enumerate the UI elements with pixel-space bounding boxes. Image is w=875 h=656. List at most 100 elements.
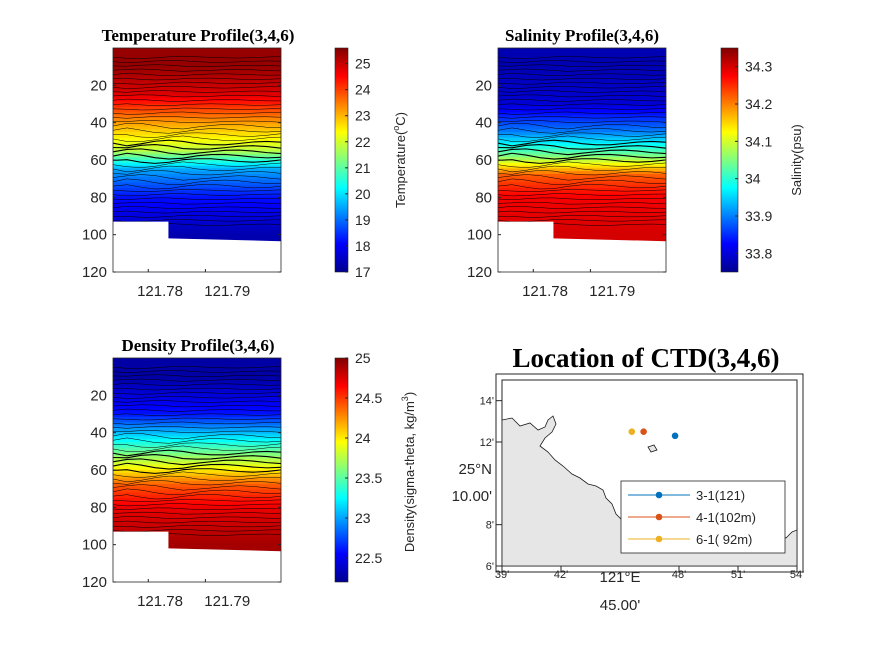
- contour-line: [113, 529, 281, 532]
- contour-line: [113, 143, 281, 150]
- field-band: [113, 115, 281, 119]
- y-tick-label: 120: [82, 264, 107, 281]
- contour-line: [498, 193, 666, 197]
- field-band: [498, 123, 666, 127]
- field-band: [113, 391, 281, 395]
- field-band: [113, 199, 281, 203]
- colorbar-tick-label: 23.5: [355, 470, 382, 486]
- contour-line: [113, 86, 281, 89]
- density-colorbar-label: Density(sigma-theta, kg/m3): [400, 392, 417, 552]
- x-tick-label: 121.78: [137, 593, 183, 610]
- field-band: [113, 134, 281, 139]
- contour-line: [113, 462, 281, 470]
- field-band: [113, 414, 281, 418]
- field-band: [498, 230, 666, 234]
- contour-line: [498, 197, 666, 200]
- field-band: [113, 176, 281, 181]
- field-band: [113, 534, 281, 538]
- field-band: [113, 168, 281, 172]
- field-band: [113, 165, 281, 169]
- contour-line: [113, 90, 281, 93]
- field-band: [113, 388, 281, 393]
- contour-line: [113, 152, 281, 160]
- field-band: [498, 50, 666, 55]
- salinity-colorbar: [720, 47, 739, 273]
- map-y-tick-label: 8': [486, 520, 494, 532]
- contour-line: [113, 468, 281, 474]
- contour-line: [113, 135, 281, 142]
- station-point: [640, 428, 647, 435]
- field-band: [498, 132, 666, 136]
- field-band: [113, 542, 281, 547]
- field-band: [113, 383, 281, 387]
- contour-line: [113, 174, 281, 181]
- field-band: [113, 48, 281, 52]
- contour-line: [113, 184, 281, 190]
- field-band: [113, 50, 281, 55]
- colorbar-tick-label: 24.5: [355, 390, 382, 406]
- field-band: [113, 221, 281, 225]
- field-band: [113, 112, 281, 116]
- field-band: [113, 517, 281, 521]
- field-band: [498, 98, 666, 102]
- field-band: [498, 129, 666, 133]
- field-band: [113, 537, 281, 541]
- map-y-tick-label: 14': [480, 396, 494, 408]
- field-band: [113, 509, 281, 513]
- field-band: [113, 377, 281, 381]
- field-band: [113, 126, 281, 130]
- field-band: [498, 204, 666, 209]
- field-band: [498, 162, 666, 167]
- colorbar-tick-label: 24: [355, 82, 371, 98]
- field-band: [113, 425, 281, 429]
- colorbar-tick-label: 24: [355, 430, 371, 446]
- field-band: [113, 210, 281, 214]
- field-band: [113, 436, 281, 440]
- field-band: [113, 207, 281, 211]
- field-band: [113, 405, 281, 409]
- contour-line: [113, 484, 281, 491]
- contour-line: [498, 174, 666, 181]
- field-band: [498, 160, 666, 164]
- field-band: [498, 53, 666, 57]
- y-tick-label: 100: [82, 227, 107, 244]
- field-band: [113, 118, 281, 122]
- contour-line: [498, 152, 666, 160]
- field-band: [113, 428, 281, 432]
- field-band: [498, 78, 666, 83]
- contour-line: [498, 184, 666, 190]
- contour-line: [498, 170, 666, 176]
- map-x-tick-label: 54': [790, 569, 804, 581]
- y-tick-label: 100: [467, 227, 492, 244]
- field-band: [113, 90, 281, 94]
- map-ticks: 39' 42' 48' 51' 54' 121°E 45.00' 6' 8' 12' 14' 25°N…: [452, 396, 805, 614]
- contour-line: [113, 445, 281, 452]
- contour-line: [113, 111, 281, 115]
- field-band: [113, 528, 281, 533]
- field-band: [113, 67, 281, 71]
- contour-line: [498, 161, 666, 168]
- field-band: [113, 95, 281, 99]
- y-tick-label: 60: [475, 152, 492, 169]
- y-tick-label: 40: [475, 115, 492, 132]
- contour-line: [113, 516, 281, 520]
- y-tick-label: 100: [82, 537, 107, 554]
- field-band: [498, 76, 666, 80]
- colorbar-tick-label: 22.5: [355, 550, 382, 566]
- field-band: [113, 224, 281, 228]
- temperature-colorbar: [334, 47, 349, 273]
- contour-line: [113, 480, 281, 486]
- field-band: [113, 495, 281, 499]
- field-band: [113, 360, 281, 365]
- field-band: [113, 179, 281, 183]
- salinity-colorbar-label: Salinity(psu): [789, 124, 804, 196]
- field-band: [113, 232, 281, 237]
- contour-line: [113, 165, 281, 173]
- density-title: Density Profile(3,4,6): [121, 336, 274, 355]
- field-band: [113, 523, 281, 527]
- field-band: [498, 70, 666, 74]
- contour-line: [113, 488, 281, 495]
- field-band: [498, 95, 666, 99]
- field-band: [113, 196, 281, 200]
- field-band: [498, 67, 666, 71]
